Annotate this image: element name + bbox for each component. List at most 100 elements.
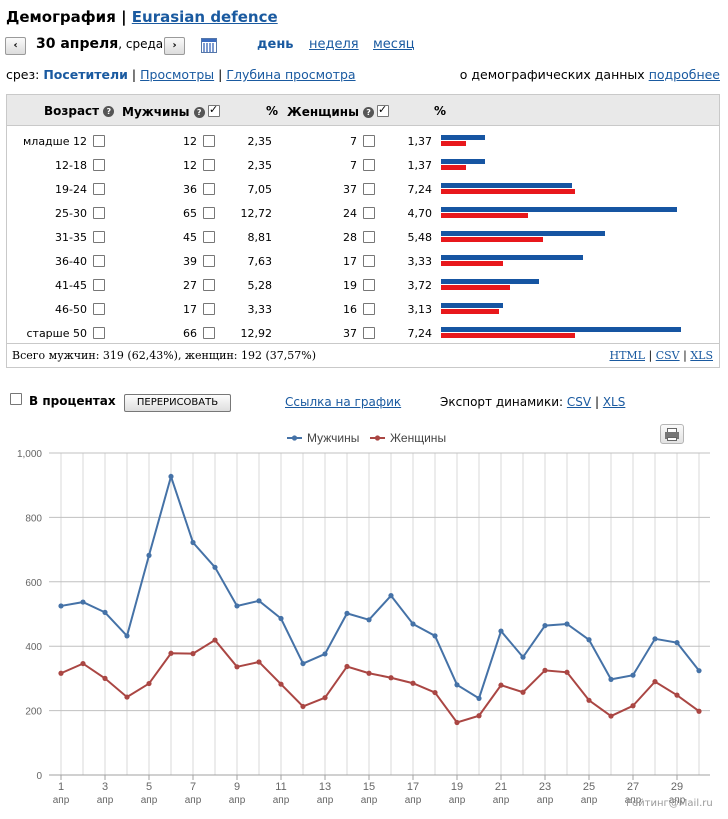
age-checkbox[interactable]: [93, 159, 105, 171]
men-count-cell: 36: [183, 183, 197, 196]
export-csv-link[interactable]: CSV: [655, 349, 680, 362]
men-checkbox[interactable]: [203, 207, 215, 219]
data-point: [476, 713, 482, 719]
men-checkbox[interactable]: [203, 159, 215, 171]
export-separator: |: [648, 349, 653, 362]
slice-depth[interactable]: Глубина просмотра: [226, 67, 356, 82]
age-cell: старше 50: [26, 327, 87, 340]
women-pct-cell: 3,72: [407, 279, 433, 292]
data-point: [410, 680, 416, 686]
men-checkbox[interactable]: [203, 279, 215, 291]
age-checkbox[interactable]: [93, 183, 105, 195]
help-icon[interactable]: ?: [103, 106, 115, 117]
table-row: 41-45 27 5,28 19 3,72: [7, 274, 719, 298]
export-dynamics-xls[interactable]: XLS: [602, 395, 626, 409]
prev-day-button[interactable]: ‹: [5, 37, 26, 55]
women-checkbox[interactable]: [363, 279, 375, 291]
data-point: [58, 603, 64, 609]
men-checkbox[interactable]: [203, 327, 215, 339]
men-bar: [441, 231, 605, 236]
age-cell: 31-35: [55, 231, 87, 244]
men-count-cell: 39: [183, 255, 197, 268]
women-checkbox[interactable]: [363, 183, 375, 195]
redraw-button[interactable]: ПЕРЕРИСОВАТЬ: [124, 394, 231, 412]
women-select-all-checkbox[interactable]: [377, 103, 389, 117]
data-point: [454, 719, 460, 726]
men-pct-cell: 12,72: [240, 207, 273, 220]
data-point: [124, 694, 130, 700]
women-bar: [441, 165, 467, 170]
data-point: [300, 660, 306, 667]
slice-bar: срез: Посетители | Просмотры | Глубина п…: [6, 67, 720, 82]
help-icon[interactable]: ?: [363, 107, 375, 118]
women-checkbox[interactable]: [363, 207, 375, 219]
data-point: [520, 654, 526, 660]
men-pct-cell: 2,35: [247, 159, 273, 172]
men-checkbox[interactable]: [203, 135, 215, 147]
men-bar: [441, 159, 485, 164]
age-checkbox[interactable]: [93, 207, 105, 219]
data-point: [432, 633, 438, 639]
men-pct-cell: 2,35: [247, 135, 273, 148]
slice-separator: |: [218, 67, 223, 82]
help-icon[interactable]: ?: [193, 107, 205, 118]
table-row: 12-18 12 2,35 7 1,37: [7, 154, 719, 178]
age-checkbox[interactable]: [93, 303, 105, 315]
data-point: [278, 681, 284, 687]
men-pct-cell: 3,33: [247, 303, 273, 316]
site-link[interactable]: Eurasian defence: [131, 8, 278, 26]
women-checkbox[interactable]: [363, 303, 375, 315]
women-checkbox[interactable]: [363, 159, 375, 171]
next-day-button[interactable]: ›: [164, 37, 185, 55]
print-icon[interactable]: [660, 424, 684, 444]
export-dynamics: Экспорт динамики: CSV | XLS: [440, 395, 625, 409]
men-checkbox[interactable]: [203, 183, 215, 195]
about-demographics: о демографических данных подробнее: [460, 67, 720, 82]
col-men: Мужчины ?: [122, 105, 205, 119]
men-select-all-checkbox[interactable]: [208, 103, 220, 117]
export-separator: |: [683, 349, 687, 362]
men-checkbox[interactable]: [203, 231, 215, 243]
period-day[interactable]: день: [257, 37, 294, 52]
men-count-cell: 17: [183, 303, 197, 316]
slice-views[interactable]: Просмотры: [140, 67, 215, 82]
table-row: 36-40 39 7,63 17 3,33: [7, 250, 719, 274]
slice-visitors[interactable]: Посетители: [43, 67, 128, 82]
x-tick-label: 19: [451, 781, 463, 793]
age-checkbox[interactable]: [93, 255, 105, 267]
men-pct-cell: 7,63: [247, 255, 273, 268]
current-date: 30 апреля, среда: [36, 36, 163, 52]
women-checkbox[interactable]: [363, 231, 375, 243]
men-checkbox[interactable]: [203, 303, 215, 315]
men-count-cell: 12: [183, 159, 197, 172]
period-week[interactable]: неделя: [309, 37, 359, 52]
about-text: о демографических данных: [459, 67, 645, 82]
export-dynamics-csv[interactable]: CSV: [566, 395, 592, 409]
export-html-link[interactable]: HTML: [609, 349, 645, 362]
export-xls-link[interactable]: XLS: [690, 349, 713, 362]
men-checkbox[interactable]: [203, 255, 215, 267]
data-point: [652, 679, 658, 685]
women-checkbox[interactable]: [363, 255, 375, 267]
col-men-label: Мужчины: [122, 105, 190, 119]
age-checkbox[interactable]: [93, 231, 105, 243]
women-checkbox[interactable]: [363, 327, 375, 339]
percent-checkbox[interactable]: [10, 393, 22, 405]
x-tick-label: 13: [319, 781, 331, 793]
age-cell: младше 12: [22, 135, 87, 148]
about-link[interactable]: подробнее: [648, 67, 720, 82]
col-women-label: Женщины: [287, 105, 359, 119]
data-point: [234, 603, 240, 609]
women-checkbox[interactable]: [363, 135, 375, 147]
graph-link[interactable]: Ссылка на график: [285, 395, 402, 409]
women-count-cell: 17: [343, 255, 357, 268]
period-month[interactable]: месяц: [373, 37, 415, 52]
calendar-icon[interactable]: [201, 38, 217, 53]
data-point: [212, 564, 218, 570]
percent-label: В процентах: [29, 394, 116, 408]
dynamics-chart: 0 200 400 600 800 1,000 1 апр 3 апр 5 апр 7 апр 9 апр 11…: [17, 431, 710, 806]
age-checkbox[interactable]: [93, 135, 105, 147]
age-checkbox[interactable]: [93, 327, 105, 339]
women-pct-cell: 3,33: [407, 255, 433, 268]
age-checkbox[interactable]: [93, 279, 105, 291]
